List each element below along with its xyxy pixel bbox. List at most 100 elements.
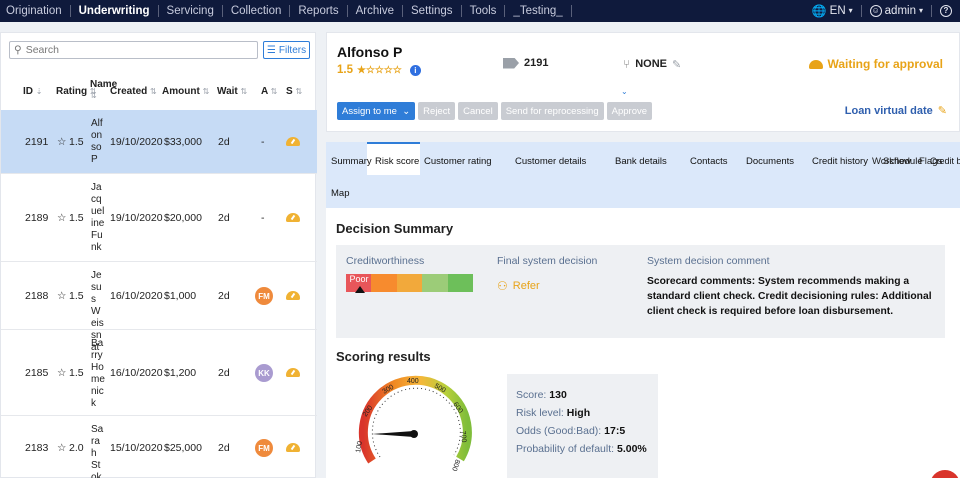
credit-segment: [422, 274, 448, 292]
edit-icon[interactable]: ✎: [937, 105, 947, 117]
assign-to-me-button[interactable]: Assign to me ⌄: [337, 102, 416, 120]
tab-map[interactable]: Map: [331, 188, 350, 199]
status-gauge-icon: [286, 137, 300, 146]
cell-name: Jacqueline Funk: [91, 182, 105, 253]
filter-icon: ☰: [266, 44, 276, 56]
column-amount[interactable]: Amount ⇅: [162, 86, 210, 97]
customer-rating: 1.5 ★☆☆☆☆ i: [337, 64, 421, 76]
tab-active-indicator: [367, 142, 420, 175]
table-row[interactable]: 2191 ☆ 1.5 Alfonso P 19/10/2020 $33,000 2d -: [1, 110, 317, 174]
tab-credit-bureau[interactable]: Credit bureau: [930, 156, 960, 166]
chevron-down-icon[interactable]: ⌄: [621, 87, 628, 96]
tab-workflow[interactable]: Workflow: [872, 156, 911, 167]
avatar[interactable]: FM: [255, 439, 273, 457]
gauge-tick-label: 400: [407, 378, 419, 385]
avatar[interactable]: KK: [255, 364, 273, 382]
action-buttons: Assign to me ⌄ Reject Cancel Send for re…: [337, 102, 653, 120]
credit-segment: [346, 274, 372, 292]
star-icon: ☆: [57, 442, 67, 454]
cell-id: 2183: [25, 442, 49, 454]
nav-archive[interactable]: Archive: [348, 5, 403, 17]
edit-icon[interactable]: ✎: [671, 58, 682, 71]
column-assignee[interactable]: A ⇅: [261, 86, 278, 97]
tab-customer-rating[interactable]: Customer rating: [424, 156, 492, 167]
info-icon[interactable]: i: [409, 64, 421, 76]
tab-credit-history[interactable]: Credit history: [812, 156, 868, 167]
reject-button[interactable]: Reject: [418, 102, 456, 120]
loan-id-value: 2191: [524, 57, 549, 69]
status-label: Waiting for approval: [827, 57, 943, 71]
cell-rating: 1.5: [69, 212, 84, 224]
nav-testing[interactable]: _Testing_: [505, 5, 572, 17]
column-id[interactable]: ID ⇣: [23, 86, 43, 97]
cell-assignee: -: [261, 212, 265, 224]
column-wait[interactable]: Wait ⇅: [217, 86, 248, 97]
cell-name: Alfonso P: [91, 118, 103, 165]
cell-rating: 1.5: [69, 367, 84, 379]
nav-underwriting[interactable]: Underwriting: [71, 5, 159, 17]
user-icon: ☺: [869, 5, 882, 17]
column-status[interactable]: S ⇅: [286, 86, 303, 97]
application-list-panel: ⚲ Search ☰ Filters ID ⇣ Rating ⇅ Name ⇅ C…: [0, 32, 317, 478]
cell-amount: $25,000: [164, 442, 202, 454]
column-name[interactable]: Name ⇅: [90, 79, 118, 100]
nav-collection[interactable]: Collection: [223, 5, 291, 17]
cell-amount: $33,000: [164, 136, 202, 148]
column-rating[interactable]: Rating ⇅: [56, 86, 97, 97]
cell-created: 19/10/2020: [110, 136, 163, 148]
nav-origination[interactable]: Origination: [0, 5, 71, 17]
nav-servicing[interactable]: Servicing: [159, 5, 223, 17]
star-icon: ☆: [57, 212, 67, 224]
cell-id: 2185: [25, 367, 49, 379]
table-row[interactable]: 2185 ☆ 1.5 Barry Homenick 16/10/2020 $1,200 2d…: [1, 330, 317, 416]
tab-bank-details[interactable]: Bank details: [615, 156, 667, 167]
score-details: Score: 130 Risk level: High Odds (Good:B…: [507, 374, 658, 478]
credit-pointer-icon: [355, 286, 365, 293]
column-created[interactable]: Created ⇅: [110, 86, 157, 97]
loan-virtual-date[interactable]: Loan virtual date ✎: [845, 104, 947, 118]
help-icon: ?: [940, 5, 952, 17]
status-gauge-icon: [286, 291, 300, 300]
search-icon: ⚲: [14, 44, 22, 56]
cell-id: 2191: [25, 136, 49, 148]
gauge-tick-label: 500: [433, 383, 447, 395]
cell-name: Sarah Stokes: [91, 424, 104, 478]
tab-risk-score[interactable]: Risk score: [375, 156, 420, 167]
gauge-tick-label: 100: [355, 441, 364, 454]
language-selector[interactable]: 🌐 EN ▾: [804, 5, 862, 17]
tab-contacts[interactable]: Contacts: [690, 156, 728, 167]
nav-settings[interactable]: Settings: [403, 5, 462, 17]
tab-flags[interactable]: Flags: [919, 156, 943, 167]
tab-customer-details[interactable]: Customer details: [515, 156, 587, 167]
filters-button[interactable]: ☰ Filters: [263, 41, 310, 59]
gauge-arc: [358, 375, 472, 464]
nav-reports[interactable]: Reports: [290, 5, 348, 17]
approve-button[interactable]: Approve: [606, 102, 653, 120]
cancel-button[interactable]: Cancel: [458, 102, 498, 120]
table-row[interactable]: 2183 ☆2.0 Sarah Stokes 15/10/2020$25,000 2d F…: [1, 416, 317, 478]
user-menu[interactable]: ☺ admin ▾: [862, 5, 932, 17]
chat-button[interactable]: [930, 470, 960, 478]
table-row[interactable]: 2189 ☆ 1.5 Jacqueline Funk 19/10/2020 $20,000…: [1, 174, 317, 262]
cell-assignee: -: [261, 136, 265, 148]
application-header: Alfonso P 1.5 ★☆☆☆☆ i 2191 ⑂ NONE ✎ Wait…: [326, 32, 960, 132]
tab-schedule[interactable]: Schedule: [883, 156, 923, 167]
globe-icon: 🌐: [811, 4, 827, 18]
chevron-down-icon: ⌄: [402, 105, 411, 117]
credit-segment: [371, 274, 397, 292]
avatar[interactable]: FM: [255, 287, 273, 305]
tab-summary[interactable]: Summary: [331, 156, 372, 167]
cell-created: 16/10/2020: [110, 290, 163, 302]
send-for-reprocessing-button[interactable]: Send for reprocessing: [500, 102, 604, 120]
table-row[interactable]: 2188 ☆ 1.5 Jesus Weissnat 16/10/2020 $1,000 2d…: [1, 262, 317, 353]
search-placeholder: Search: [25, 44, 59, 56]
cell-amount: $20,000: [164, 212, 202, 224]
table-header: ID ⇣ Rating ⇅ Name ⇅ Created ⇅ Amount ⇅ W…: [1, 73, 317, 109]
search-input[interactable]: ⚲ Search: [9, 41, 258, 59]
tab-documents[interactable]: Documents: [746, 156, 795, 167]
decision-summary-box: Creditworthiness Poor Final system decis…: [336, 245, 945, 338]
nav-tools[interactable]: Tools: [462, 5, 506, 17]
help-button[interactable]: ?: [932, 5, 960, 17]
chevron-down-icon: ▾: [848, 6, 853, 15]
decision-comment: Scorecard comments: System recommends ma…: [647, 276, 932, 317]
